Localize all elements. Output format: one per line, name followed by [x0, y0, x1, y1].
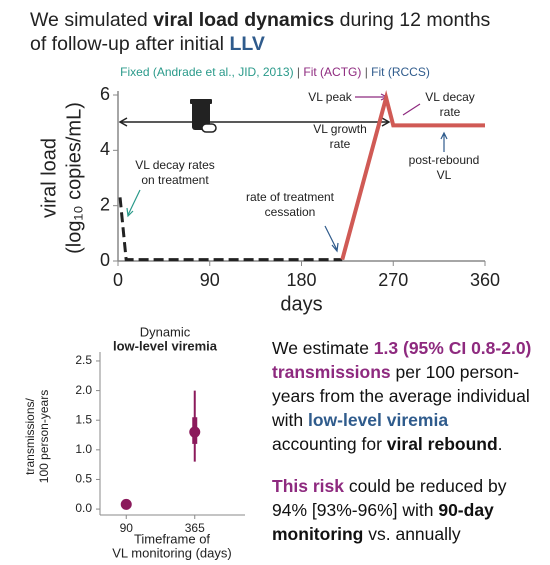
text-run: LLV [229, 33, 265, 55]
chart-title: low-level viremia [113, 338, 218, 353]
x-tick-label: 90 [200, 270, 220, 290]
annotation: on treatment [141, 173, 209, 187]
y-tick-label: 4 [100, 139, 110, 159]
x-axis-label: days [280, 293, 322, 315]
annotation: VL [437, 168, 452, 182]
subtitle-part: | [361, 65, 371, 79]
header: We simulated viral load dynamics during … [30, 8, 505, 56]
y-tick-label: 1.0 [75, 442, 92, 456]
text-run: We simulated [30, 9, 154, 31]
pill-icon [190, 99, 217, 133]
x-tick-label: 365 [185, 521, 205, 535]
arrow-head [118, 117, 128, 127]
y-axis-label: viral load [38, 138, 60, 218]
text-run: accounting for [272, 434, 387, 454]
y-tick-label: 2 [100, 194, 110, 214]
x-tick-label: 270 [378, 270, 408, 290]
paragraph: We estimate 1.3 (95% CI 0.8-2.0) transmi… [272, 336, 534, 456]
y-tick-label: 0 [100, 250, 110, 270]
text-run: We estimate [272, 338, 374, 358]
body-text: We estimate 1.3 (95% CI 0.8-2.0) transmi… [272, 336, 534, 564]
annotation: rate [440, 105, 461, 119]
text-run: 1.3 (95% CI 0.8-2.0) transmissions [272, 338, 532, 382]
y-tick-label: 2.5 [75, 353, 92, 367]
y-axis-label: transmissions/ [23, 397, 37, 474]
annotation: VL growth [313, 122, 367, 136]
x-axis-label: VL monitoring (days) [112, 545, 231, 560]
text-run: This risk [272, 476, 344, 496]
annotation: rate of treatment [246, 190, 335, 204]
text-run: viral load dynamics [153, 9, 335, 31]
annotation: VL peak [308, 90, 353, 104]
paragraph: This risk could be reduced by 94% [93%-9… [272, 474, 534, 546]
annotation: rate [330, 137, 351, 151]
text-run: vs. annually [363, 524, 461, 544]
annotation-arrow [324, 225, 339, 253]
x-tick-label: 360 [470, 270, 500, 290]
subtitle: Fixed (Andrade et al., JID, 2013) | Fit … [120, 65, 430, 79]
y-axis-label: (log₁₀ copies/mL) [63, 102, 85, 254]
annotation: VL decay [425, 90, 475, 104]
subtitle-part: Fixed (Andrade et al., JID, 2013) [120, 65, 293, 79]
text-run: per 100 person-years from the average in… [272, 362, 530, 430]
annotation: VL decay rates [135, 158, 215, 172]
y-tick-label: 0.0 [75, 501, 92, 515]
text-run: . [497, 434, 503, 454]
text-run: low-level viremia [307, 410, 449, 430]
decoration [118, 93, 448, 253]
x-tick-label: 0 [113, 270, 123, 290]
annotation: post-rebound [409, 153, 480, 167]
y-tick-label: 2.0 [75, 383, 92, 397]
y-tick-label: 0.5 [75, 472, 92, 486]
annotation-arrow [402, 103, 421, 116]
text-run: during 12 months of follow-up after init… [30, 9, 491, 55]
subtitle-part: Fit (ACTG) [303, 65, 361, 79]
x-tick-label: 90 [120, 521, 134, 535]
point [120, 498, 132, 510]
y-axis-label: 100 person-years [37, 390, 51, 483]
y-tick-label: 6 [100, 84, 110, 104]
annotation-arrow [126, 189, 141, 218]
text-run: could be reduced by 94% [93%-96%] with [272, 476, 507, 520]
series-line [340, 89, 485, 261]
chart-title: Dynamic [140, 324, 191, 339]
text-run: viral rebound [386, 434, 498, 454]
y-tick-label: 1.5 [75, 412, 92, 426]
x-axis-label: Timeframe of [134, 531, 210, 546]
subtitle-part: | [294, 65, 304, 79]
subtitle-part: Fit (RCCS) [371, 65, 430, 79]
x-tick-label: 180 [286, 270, 316, 290]
arrow-head [381, 117, 391, 127]
point [189, 426, 201, 438]
series-line [118, 197, 343, 262]
text-run: 90-day monitoring [272, 500, 494, 544]
annotation-arrow [440, 131, 448, 152]
annotation: cessation [265, 205, 316, 219]
